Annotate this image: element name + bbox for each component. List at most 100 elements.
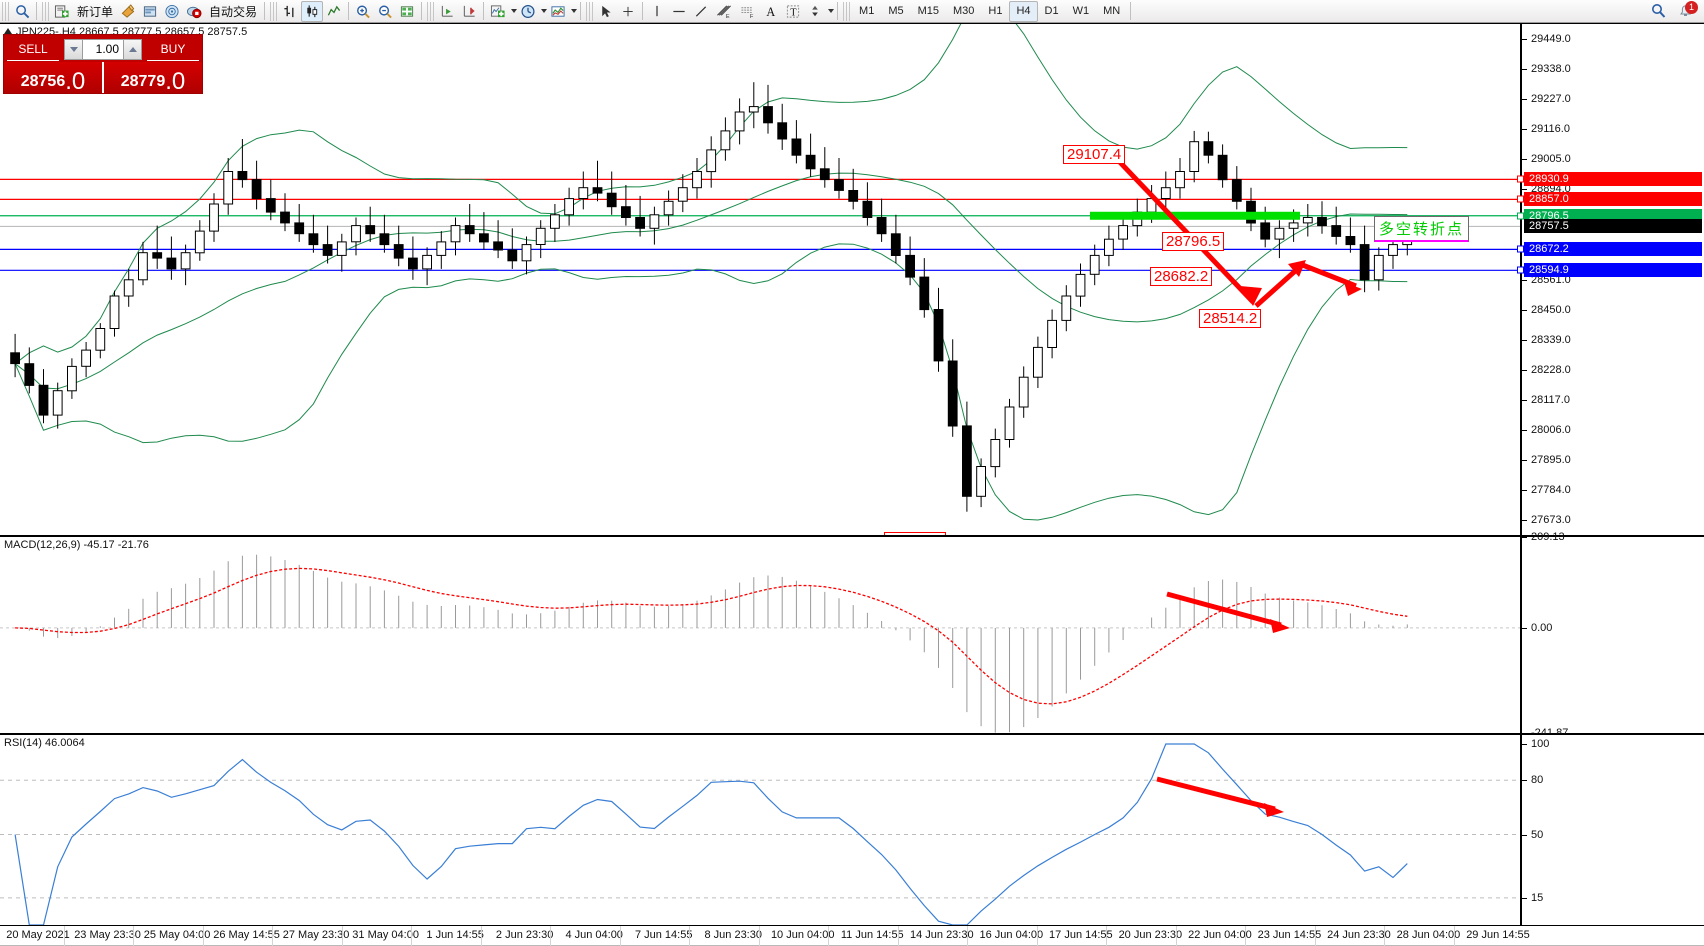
trendline-icon[interactable] bbox=[690, 1, 712, 22]
price-annotation[interactable]: 28682.2 bbox=[1150, 267, 1213, 286]
cursor-icon[interactable] bbox=[595, 1, 617, 22]
price-axis[interactable]: 29449.0 29338.0 29227.0 29116.0 29005.0 28894… bbox=[1517, 24, 1704, 535]
timeframe-d1[interactable]: D1 bbox=[1044, 5, 1059, 17]
price-level-marker[interactable] bbox=[1517, 212, 1524, 220]
text-icon[interactable]: T bbox=[782, 1, 804, 22]
time-axis[interactable]: 20 May 2021 23 May 23:30 25 May 04:00 26 Ma… bbox=[0, 926, 1704, 946]
data-window-icon[interactable] bbox=[396, 1, 418, 22]
rsi-plot[interactable] bbox=[0, 735, 1520, 925]
price-annotation[interactable]: 28514.2 bbox=[1199, 309, 1262, 328]
timeframe-h4[interactable]: H4 bbox=[1009, 0, 1038, 22]
auto-trading-label[interactable]: 自动交易 bbox=[209, 4, 258, 19]
sell-button[interactable]: SELL bbox=[7, 38, 59, 61]
new-order-label[interactable]: 新订单 bbox=[77, 4, 114, 19]
vertical-line-icon[interactable] bbox=[646, 1, 668, 22]
time-tick-label: 8 Jun 23:30 bbox=[704, 929, 762, 941]
sell-price[interactable]: 28756.0 bbox=[4, 62, 104, 94]
volume-decrease[interactable] bbox=[64, 39, 83, 60]
price-tick bbox=[1522, 369, 1527, 371]
zoom-tool-icon[interactable] bbox=[11, 1, 33, 22]
turning-point-label[interactable]: 多空转折点 bbox=[1374, 216, 1470, 242]
templates-chevron-down-icon[interactable] bbox=[511, 9, 518, 13]
buy-price[interactable]: 28779.0 bbox=[104, 62, 202, 96]
signals-icon[interactable] bbox=[161, 1, 183, 22]
macd-pane[interactable]: MACD(12,26,9) -45.17 -21.76 209.13 0.00 -2… bbox=[0, 531, 1704, 739]
periods-icon[interactable] bbox=[517, 1, 539, 22]
price-level-marker[interactable] bbox=[1517, 266, 1524, 274]
macd-axis[interactable]: 209.13 0.00 -241.87 bbox=[1520, 531, 1704, 739]
price-level-marker[interactable] bbox=[1517, 175, 1524, 183]
macd-plot[interactable] bbox=[0, 537, 1520, 733]
macd-tick bbox=[1522, 537, 1527, 538]
volume-increase[interactable] bbox=[123, 39, 142, 60]
horizontal-line-icon[interactable] bbox=[668, 1, 690, 22]
timeframe-h1[interactable]: H1 bbox=[988, 5, 1003, 17]
candlestick-chart-icon[interactable] bbox=[301, 0, 324, 22]
price-tick bbox=[1522, 429, 1527, 431]
toolbar-grip-2[interactable] bbox=[42, 1, 49, 21]
price-pane[interactable]: JPN225-,H4 28667.5 28777.5 28657.5 28757… bbox=[0, 23, 1704, 536]
equidistant-channel-icon[interactable]: F bbox=[736, 1, 760, 22]
volume-input[interactable]: 1.00 bbox=[83, 39, 123, 60]
fibonacci-icon[interactable]: E bbox=[712, 1, 736, 22]
toolbar-grip[interactable] bbox=[2, 1, 9, 21]
metaeditor-icon[interactable] bbox=[117, 1, 139, 22]
rsi-axis[interactable]: 100 80 50 15 bbox=[1520, 735, 1704, 925]
price-level-label[interactable]: 28672.2 bbox=[1517, 242, 1702, 257]
time-tick-label: 11 Jun 14:55 bbox=[840, 929, 904, 941]
time-tick-label: 16 Jun 04:00 bbox=[979, 929, 1044, 941]
templates-icon[interactable] bbox=[487, 1, 509, 22]
zoom-in-icon[interactable] bbox=[352, 1, 374, 22]
auto-trading-icon[interactable] bbox=[183, 1, 205, 22]
notifications-icon[interactable]: 1 bbox=[1674, 0, 1698, 22]
search-icon[interactable] bbox=[1647, 1, 1670, 22]
rsi-tick-label: 15 bbox=[1531, 891, 1544, 904]
price-level-marker[interactable] bbox=[1517, 245, 1524, 253]
rsi-pane[interactable]: RSI(14) 46.0064 100 80 50 15 bbox=[0, 734, 1704, 926]
indicators-chevron-down-icon[interactable] bbox=[571, 9, 578, 13]
price-tick-label: 28006.0 bbox=[1531, 423, 1571, 436]
timeframe-m1[interactable]: M1 bbox=[859, 5, 875, 17]
price-level-label[interactable]: 28594.9 bbox=[1517, 263, 1702, 278]
timeframe-mn[interactable]: MN bbox=[1103, 5, 1121, 17]
toolbar-grip-3[interactable] bbox=[270, 1, 278, 21]
timeframe-m5[interactable]: M5 bbox=[888, 5, 904, 17]
bar-chart-icon[interactable] bbox=[279, 1, 301, 22]
price-level-label[interactable]: 28796.5 bbox=[1517, 208, 1702, 223]
chart-workspace: SELL 1.00 BUY 28756.0 28779.0 JPN225-,H4… bbox=[0, 23, 1704, 946]
price-level-label[interactable]: 28757.5 bbox=[1524, 219, 1702, 234]
auto-scroll-icon[interactable] bbox=[458, 1, 480, 22]
price-level-label[interactable]: 28857.0 bbox=[1517, 192, 1702, 207]
chart-shift-icon[interactable] bbox=[436, 1, 458, 22]
timeframe-w1[interactable]: W1 bbox=[1072, 5, 1090, 17]
timeframe-m15[interactable]: M15 bbox=[917, 5, 939, 17]
shapes-chevron-down-icon[interactable] bbox=[828, 9, 835, 13]
price-annotation[interactable]: 27703.0 bbox=[884, 532, 947, 535]
price-plot[interactable]: 29107.4 28796.5 28682.2 28514.2 27703.0 多空转折点 bbox=[0, 24, 1520, 535]
periods-chevron-down-icon[interactable] bbox=[541, 9, 548, 13]
buy-price-decimal: .0 bbox=[165, 68, 186, 96]
price-annotation[interactable]: 28796.5 bbox=[1162, 232, 1225, 251]
terminal-icon[interactable] bbox=[139, 1, 161, 22]
text-label-icon[interactable]: A bbox=[760, 1, 782, 22]
price-level-marker[interactable] bbox=[1517, 195, 1524, 203]
toolbar-separator-8 bbox=[837, 2, 839, 20]
indicators-icon[interactable] bbox=[547, 1, 569, 22]
new-order-icon[interactable] bbox=[51, 1, 73, 22]
toolbar-grip-5[interactable] bbox=[586, 1, 594, 21]
buy-button[interactable]: BUY bbox=[147, 38, 199, 61]
collapse-triangle-icon[interactable] bbox=[4, 28, 12, 34]
price-tick-label: 28228.0 bbox=[1531, 363, 1571, 376]
toolbar-grip-6[interactable] bbox=[843, 1, 851, 21]
one-click-trading-panel[interactable]: SELL 1.00 BUY 28756.0 28779.0 bbox=[3, 34, 203, 94]
toolbar-grip-4[interactable] bbox=[427, 1, 435, 21]
price-annotation[interactable]: 29107.4 bbox=[1063, 145, 1126, 164]
zoom-out-icon[interactable] bbox=[374, 1, 396, 22]
volume-control[interactable]: 1.00 bbox=[64, 39, 142, 60]
macd-tick bbox=[1522, 733, 1527, 734]
shapes-icon[interactable] bbox=[804, 1, 826, 22]
line-chart-icon[interactable] bbox=[323, 1, 345, 22]
price-level-label[interactable]: 28930.9 bbox=[1517, 172, 1702, 187]
crosshair-icon[interactable] bbox=[617, 1, 639, 22]
timeframe-m30[interactable]: M30 bbox=[953, 5, 975, 17]
